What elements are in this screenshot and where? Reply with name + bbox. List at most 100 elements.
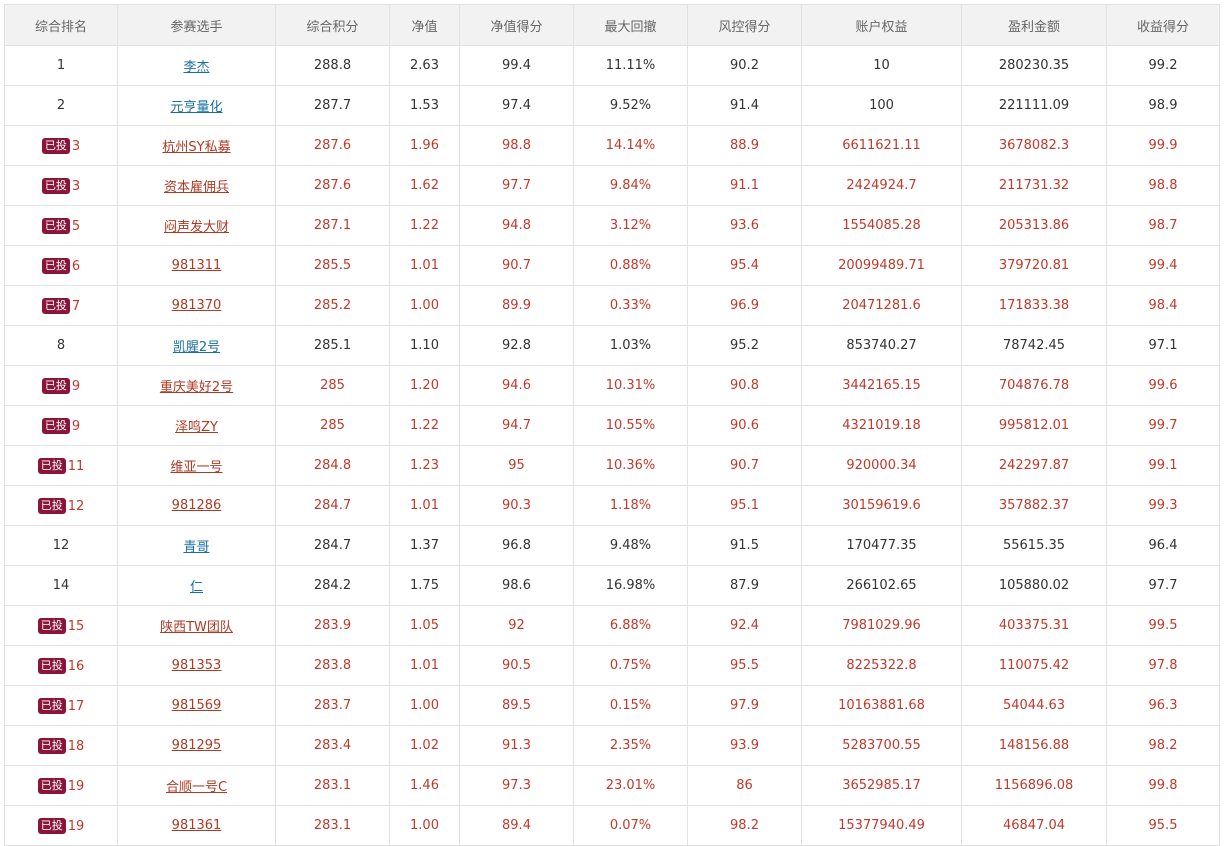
rank-cell: 2 — [4, 85, 118, 126]
table-row: 已投 15 陕西TW团队 283.9 1.05 92 6.88% 92.4 7981029.96… — [4, 605, 1220, 646]
equity-cell: 266102.65 — [801, 565, 962, 606]
rank-cell: 已投 7 — [4, 285, 118, 326]
max-drawdown-cell: 10.55% — [573, 405, 688, 446]
player-link[interactable]: 维亚一号 — [170, 460, 223, 475]
table-row: 已投 16 981353 283.8 1.01 90.5 0.75% 95.5 8225322.… — [4, 645, 1220, 686]
rank-cell: 已投 11 — [4, 445, 118, 486]
total-score-cell: 285.5 — [275, 245, 390, 286]
risk-score-cell: 90.7 — [687, 445, 802, 486]
rank-value: 8 — [56, 338, 66, 353]
profit-cell: 242297.87 — [961, 445, 1107, 486]
equity-cell: 4321019.18 — [801, 405, 962, 446]
profit-cell: 704876.78 — [961, 365, 1107, 406]
rank-cell: 已投 5 — [4, 205, 118, 246]
rank-value: 3 — [71, 138, 81, 154]
profit-score-cell: 97.1 — [1106, 325, 1220, 366]
player-link[interactable]: 981569 — [171, 698, 222, 713]
nav-score-cell: 96.8 — [459, 525, 574, 566]
risk-score-header: 风控得分 — [687, 4, 802, 46]
player-link[interactable]: 重庆美好2号 — [159, 380, 234, 395]
invested-badge: 已投 — [37, 817, 66, 834]
rank-value: 15 — [67, 618, 85, 634]
invested-badge: 已投 — [41, 217, 70, 234]
player-cell: 杭州SY私募 — [117, 125, 276, 166]
nav-score-header: 净值得分 — [459, 4, 574, 46]
equity-cell: 3442165.15 — [801, 365, 962, 406]
max-drawdown-cell: 1.18% — [573, 485, 688, 526]
rank-cell: 14 — [4, 565, 118, 606]
player-link[interactable]: 981370 — [171, 298, 222, 313]
rank-value: 9 — [71, 418, 81, 434]
player-cell: 仁 — [117, 565, 276, 606]
nav-score-cell: 89.4 — [459, 805, 574, 846]
risk-score-cell: 95.4 — [687, 245, 802, 286]
nav-score-cell: 89.9 — [459, 285, 574, 326]
nav-score-cell: 90.5 — [459, 645, 574, 686]
risk-score-cell: 91.1 — [687, 165, 802, 206]
nav-cell: 1.01 — [389, 245, 460, 286]
profit-score-cell: 98.8 — [1106, 165, 1220, 206]
invested-badge: 已投 — [37, 697, 66, 714]
player-cell: 981286 — [117, 485, 276, 526]
nav-cell: 1.62 — [389, 165, 460, 206]
profit-score-cell: 95.5 — [1106, 805, 1220, 846]
player-link[interactable]: 981311 — [171, 258, 222, 273]
equity-cell: 20471281.6 — [801, 285, 962, 326]
invested-badge: 已投 — [41, 257, 70, 274]
nav-score-cell: 90.3 — [459, 485, 574, 526]
profit-score-cell: 99.9 — [1106, 125, 1220, 166]
total-score-cell: 284.8 — [275, 445, 390, 486]
player-link[interactable]: 青哥 — [183, 540, 210, 555]
player-link[interactable]: 981361 — [171, 818, 222, 833]
player-link[interactable]: 981286 — [171, 498, 222, 513]
player-link[interactable]: 闷声发大财 — [163, 220, 229, 235]
max-drawdown-cell: 16.98% — [573, 565, 688, 606]
rank-cell: 已投 6 — [4, 245, 118, 286]
player-link[interactable]: 李杰 — [183, 60, 210, 75]
rank-value: 19 — [67, 818, 85, 834]
player-link[interactable]: 资本雇佣兵 — [163, 180, 229, 195]
player-link[interactable]: 陕西TW团队 — [160, 620, 233, 635]
equity-cell: 3652985.17 — [801, 765, 962, 806]
player-link[interactable]: 杭州SY私募 — [162, 140, 231, 155]
rank-cell: 8 — [4, 325, 118, 366]
invested-badge: 已投 — [37, 737, 66, 754]
total-score-header: 综合积分 — [275, 4, 390, 46]
rank-value: 16 — [67, 658, 85, 674]
profit-score-cell: 98.7 — [1106, 205, 1220, 246]
rank-value: 11 — [67, 458, 85, 474]
profit-score-cell: 99.2 — [1106, 45, 1220, 86]
player-cell: 981361 — [117, 805, 276, 846]
rank-value: 2 — [56, 98, 66, 113]
nav-cell: 1.00 — [389, 285, 460, 326]
invested-badge: 已投 — [37, 497, 66, 514]
nav-cell: 1.75 — [389, 565, 460, 606]
table-header: 综合排名 参赛选手 综合积分 净值 净值得分 最大回撤 风控得分 账户权益 盈利金额 收益得分 — [4, 4, 1220, 46]
invested-badge: 已投 — [41, 377, 70, 394]
player-link[interactable]: 元亨量化 — [170, 100, 223, 115]
table-row: 已投 18 981295 283.4 1.02 91.3 2.35% 93.9 5283700.… — [4, 725, 1220, 766]
table-row: 2 元亨量化 287.7 1.53 97.4 9.52% 91.4 100 221111.09 9… — [4, 85, 1220, 126]
player-link[interactable]: 仁 — [189, 580, 203, 595]
rank-value: 5 — [71, 218, 81, 234]
player-cell: 981569 — [117, 685, 276, 726]
total-score-cell: 283.1 — [275, 765, 390, 806]
player-link[interactable]: 泽鸣ZY — [175, 420, 218, 435]
risk-score-cell: 95.5 — [687, 645, 802, 686]
player-link[interactable]: 981353 — [171, 658, 222, 673]
nav-score-cell: 94.8 — [459, 205, 574, 246]
rank-cell: 已投 17 — [4, 685, 118, 726]
rank-cell: 12 — [4, 525, 118, 566]
equity-cell: 853740.27 — [801, 325, 962, 366]
player-link[interactable]: 合顺一号C — [165, 780, 228, 795]
player-link[interactable]: 981295 — [171, 738, 222, 753]
player-cell: 闷声发大财 — [117, 205, 276, 246]
player-link[interactable]: 凯腥2号 — [172, 340, 221, 355]
equity-cell: 2424924.7 — [801, 165, 962, 206]
total-score-cell: 283.4 — [275, 725, 390, 766]
total-score-cell: 283.1 — [275, 805, 390, 846]
risk-score-cell: 91.4 — [687, 85, 802, 126]
profit-cell: 357882.37 — [961, 485, 1107, 526]
rank-value: 19 — [67, 778, 85, 794]
profit-score-cell: 96.3 — [1106, 685, 1220, 726]
